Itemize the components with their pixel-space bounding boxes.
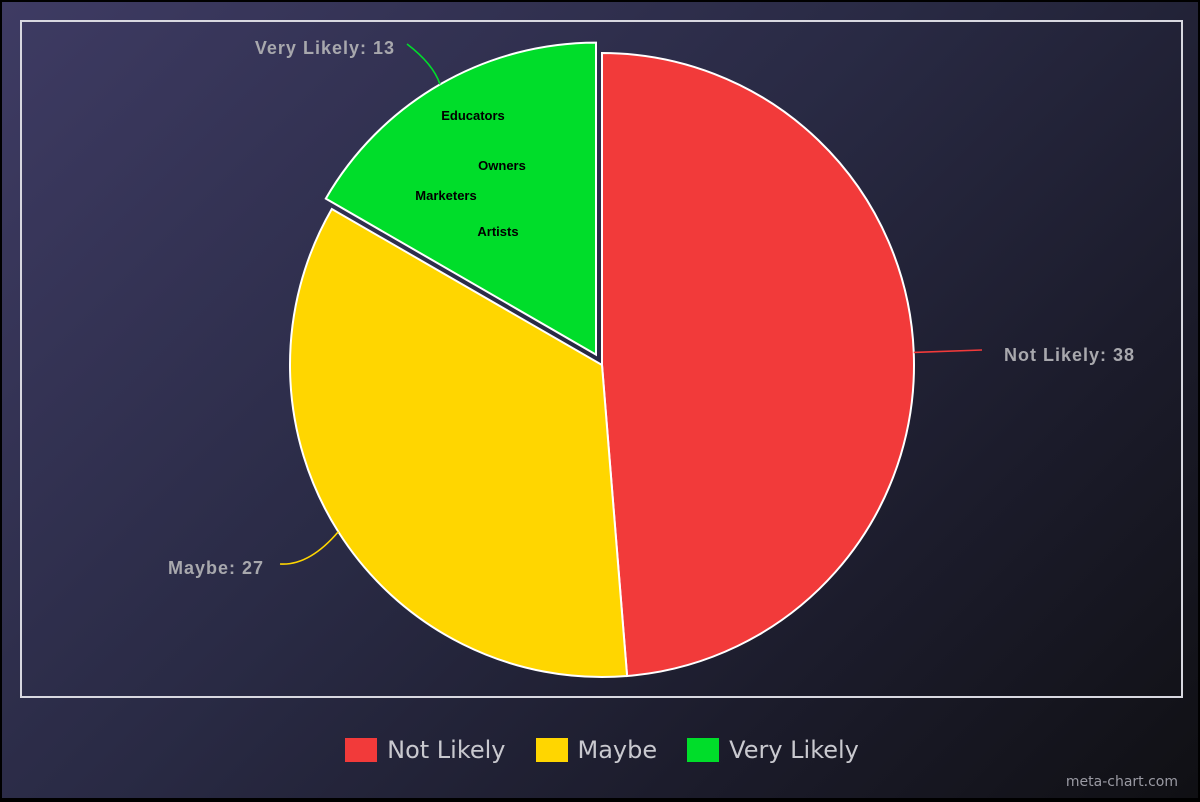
inner-label-educators: Educators bbox=[441, 108, 505, 123]
legend-label-very-likely: Very Likely bbox=[729, 736, 859, 764]
legend-item-not-likely: Not Likely bbox=[345, 736, 506, 764]
legend-item-maybe: Maybe bbox=[535, 736, 658, 764]
pie-slice-maybe bbox=[289, 207, 629, 678]
legend-item-very-likely: Very Likely bbox=[687, 736, 859, 764]
legend-swatch-not-likely bbox=[345, 738, 378, 762]
legend-label-maybe: Maybe bbox=[577, 736, 658, 764]
inner-label-artists: Artists bbox=[477, 224, 518, 239]
legend-swatch-maybe bbox=[535, 738, 568, 762]
legend-swatch-very-likely bbox=[687, 738, 720, 762]
callout-line-maybe bbox=[279, 531, 339, 565]
credit-text: meta-chart.com bbox=[1065, 774, 1178, 790]
pie-slice-very-likely bbox=[324, 41, 597, 357]
callout-line-very-likely bbox=[406, 43, 441, 85]
plot-area bbox=[20, 20, 1183, 698]
callout-label-maybe: Maybe: 27 bbox=[168, 558, 264, 578]
inner-label-owners: Owners bbox=[478, 158, 526, 173]
legend-label-not-likely: Not Likely bbox=[387, 736, 506, 764]
callout-label-not-likely: Not Likely: 38 bbox=[1004, 345, 1135, 365]
pie-slice-not-likely bbox=[601, 51, 915, 678]
legend: Not Likely Maybe Very Likely bbox=[2, 730, 1200, 770]
callout-line-not-likely bbox=[913, 349, 983, 354]
callout-label-very-likely: Very Likely: 13 bbox=[255, 38, 395, 58]
inner-label-marketers: Marketers bbox=[415, 188, 476, 203]
